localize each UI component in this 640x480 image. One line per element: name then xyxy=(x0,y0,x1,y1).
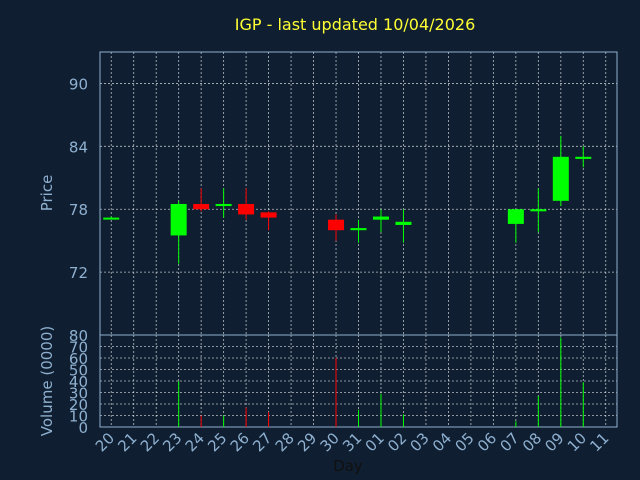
price-panel: 72 78 84 90 Price xyxy=(38,51,618,336)
volume-tick-label: 40 xyxy=(69,373,88,391)
candle xyxy=(575,146,592,168)
price-tick-label: 84 xyxy=(69,138,88,156)
price-tick-label: 90 xyxy=(69,75,88,93)
candle-body xyxy=(103,217,120,220)
price-candles xyxy=(103,135,592,264)
candle-body xyxy=(372,216,389,220)
candle xyxy=(103,216,120,220)
volume-bars xyxy=(178,337,584,427)
candle-body xyxy=(395,221,412,225)
volume-tick-label: 20 xyxy=(69,396,88,414)
candle-body xyxy=(507,209,524,224)
x-axis-label: Day xyxy=(333,457,363,475)
candle xyxy=(552,135,569,207)
candle xyxy=(507,209,524,243)
candle-body xyxy=(328,219,345,231)
candle xyxy=(372,209,389,233)
volume-tick-label: 30 xyxy=(69,385,88,403)
volume-tick-label: 80 xyxy=(69,327,88,345)
candle-body xyxy=(238,203,255,215)
price-y-ticks: 72 78 84 90 xyxy=(69,75,88,282)
volume-tick-label: 60 xyxy=(69,350,88,368)
price-grid xyxy=(100,52,617,335)
candle-body xyxy=(193,203,210,210)
chart-title: IGP - last updated 10/04/2026 xyxy=(235,15,476,34)
candle-body xyxy=(552,156,569,201)
volume-axis-label: Volume (0000) xyxy=(38,326,56,436)
price-tick-label: 72 xyxy=(69,264,88,282)
volume-tick-label: 0 xyxy=(78,419,88,437)
candle xyxy=(238,188,255,220)
x-tick-label: 11 xyxy=(586,429,612,455)
candle xyxy=(260,211,277,231)
price-tick-label: 78 xyxy=(69,201,88,219)
x-axis-ticks: 2021222324252627282930310102030405060708… xyxy=(92,429,613,455)
candle xyxy=(170,200,187,264)
candle xyxy=(350,219,367,243)
volume-tick-label: 70 xyxy=(69,339,88,357)
candle-body xyxy=(350,228,367,231)
candle-body xyxy=(530,209,547,212)
price-axis-label: Price xyxy=(38,175,56,212)
candle-body xyxy=(575,156,592,159)
candle xyxy=(530,188,547,233)
candle-body xyxy=(215,203,232,207)
candle-body xyxy=(170,203,187,236)
volume-tick-label: 10 xyxy=(69,408,88,426)
candle xyxy=(215,188,232,218)
volume-tick-label: 50 xyxy=(69,362,88,380)
candle xyxy=(193,188,210,212)
candle xyxy=(328,214,345,241)
candle xyxy=(395,209,412,243)
candle-body xyxy=(260,212,277,218)
